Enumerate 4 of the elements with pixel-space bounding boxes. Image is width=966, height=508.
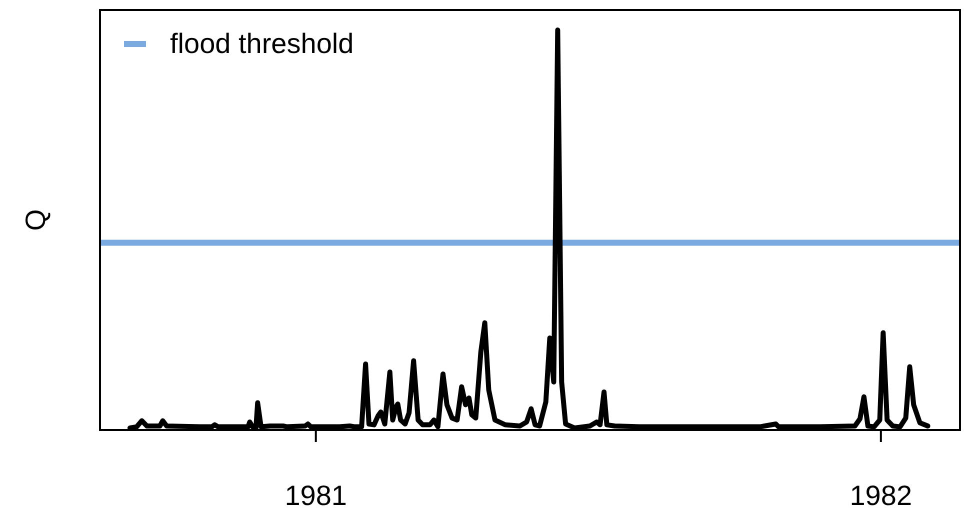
y-axis-title: Q xyxy=(20,209,51,231)
x-tick-label: 1981 xyxy=(284,480,347,508)
legend-label: flood threshold xyxy=(170,28,354,59)
x-tick-label: 1982 xyxy=(850,480,912,508)
